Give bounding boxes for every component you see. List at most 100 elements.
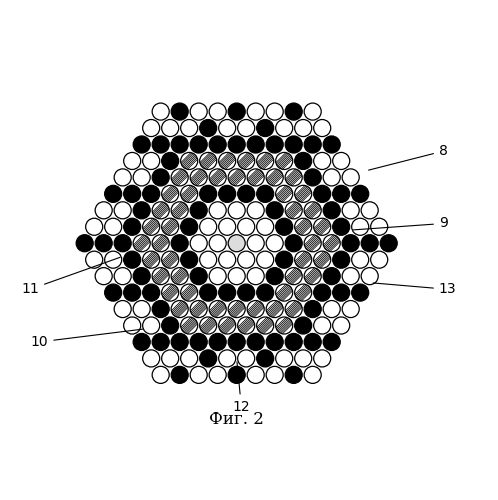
- Text: 12: 12: [233, 362, 250, 414]
- Circle shape: [200, 350, 217, 367]
- Circle shape: [114, 169, 131, 186]
- Circle shape: [276, 218, 293, 236]
- Circle shape: [181, 350, 198, 367]
- Circle shape: [314, 120, 331, 136]
- Circle shape: [228, 169, 245, 186]
- Circle shape: [142, 120, 160, 136]
- Circle shape: [256, 120, 274, 136]
- Circle shape: [219, 251, 236, 268]
- Circle shape: [95, 268, 112, 284]
- Circle shape: [219, 284, 236, 301]
- Circle shape: [219, 186, 236, 202]
- Circle shape: [142, 350, 160, 367]
- Circle shape: [295, 350, 312, 367]
- Circle shape: [124, 284, 141, 301]
- Circle shape: [276, 186, 293, 202]
- Circle shape: [181, 284, 198, 301]
- Circle shape: [190, 234, 207, 252]
- Circle shape: [238, 284, 254, 301]
- Circle shape: [380, 234, 397, 252]
- Circle shape: [323, 268, 340, 284]
- Circle shape: [352, 284, 369, 301]
- Circle shape: [256, 284, 274, 301]
- Circle shape: [295, 152, 312, 170]
- Text: 8: 8: [369, 144, 448, 170]
- Circle shape: [152, 202, 169, 219]
- Circle shape: [162, 350, 179, 367]
- Circle shape: [285, 202, 302, 219]
- Circle shape: [333, 317, 350, 334]
- Text: 13: 13: [373, 282, 457, 296]
- Circle shape: [124, 218, 141, 236]
- Circle shape: [247, 268, 264, 284]
- Circle shape: [295, 186, 312, 202]
- Circle shape: [238, 317, 254, 334]
- Circle shape: [238, 120, 254, 136]
- Circle shape: [209, 202, 226, 219]
- Circle shape: [285, 334, 302, 350]
- Circle shape: [76, 234, 93, 252]
- Text: 10: 10: [31, 329, 143, 349]
- Circle shape: [314, 317, 331, 334]
- Circle shape: [124, 317, 141, 334]
- Circle shape: [323, 136, 340, 153]
- Circle shape: [247, 300, 264, 318]
- Circle shape: [342, 169, 359, 186]
- Circle shape: [200, 317, 217, 334]
- Circle shape: [266, 366, 283, 384]
- Circle shape: [342, 268, 359, 284]
- Circle shape: [209, 334, 226, 350]
- Circle shape: [285, 366, 302, 384]
- Circle shape: [333, 218, 350, 236]
- Circle shape: [276, 317, 293, 334]
- Circle shape: [256, 152, 274, 170]
- Circle shape: [209, 136, 226, 153]
- Circle shape: [361, 268, 378, 284]
- Circle shape: [152, 334, 169, 350]
- Circle shape: [361, 202, 378, 219]
- Circle shape: [228, 136, 245, 153]
- Circle shape: [285, 268, 302, 284]
- Circle shape: [171, 268, 188, 284]
- Circle shape: [209, 300, 226, 318]
- Circle shape: [266, 136, 283, 153]
- Circle shape: [266, 300, 283, 318]
- Circle shape: [209, 169, 226, 186]
- Circle shape: [114, 202, 131, 219]
- Text: Фиг. 2: Фиг. 2: [209, 411, 264, 428]
- Circle shape: [228, 334, 245, 350]
- Circle shape: [162, 284, 179, 301]
- Circle shape: [219, 350, 236, 367]
- Circle shape: [171, 300, 188, 318]
- Circle shape: [181, 152, 198, 170]
- Circle shape: [152, 300, 169, 318]
- Circle shape: [190, 300, 207, 318]
- Circle shape: [181, 317, 198, 334]
- Circle shape: [314, 186, 331, 202]
- Circle shape: [238, 152, 254, 170]
- Circle shape: [295, 251, 312, 268]
- Circle shape: [323, 202, 340, 219]
- Circle shape: [152, 103, 169, 120]
- Circle shape: [190, 169, 207, 186]
- Circle shape: [238, 186, 254, 202]
- Circle shape: [142, 152, 160, 170]
- Circle shape: [124, 186, 141, 202]
- Circle shape: [105, 186, 122, 202]
- Circle shape: [142, 218, 160, 236]
- Circle shape: [181, 186, 198, 202]
- Circle shape: [352, 251, 369, 268]
- Circle shape: [152, 136, 169, 153]
- Circle shape: [124, 152, 141, 170]
- Circle shape: [190, 366, 207, 384]
- Circle shape: [266, 169, 283, 186]
- Circle shape: [162, 218, 179, 236]
- Circle shape: [95, 202, 112, 219]
- Text: 11: 11: [21, 258, 120, 296]
- Circle shape: [200, 251, 217, 268]
- Circle shape: [314, 251, 331, 268]
- Circle shape: [228, 300, 245, 318]
- Circle shape: [133, 234, 150, 252]
- Circle shape: [133, 136, 150, 153]
- Circle shape: [133, 202, 150, 219]
